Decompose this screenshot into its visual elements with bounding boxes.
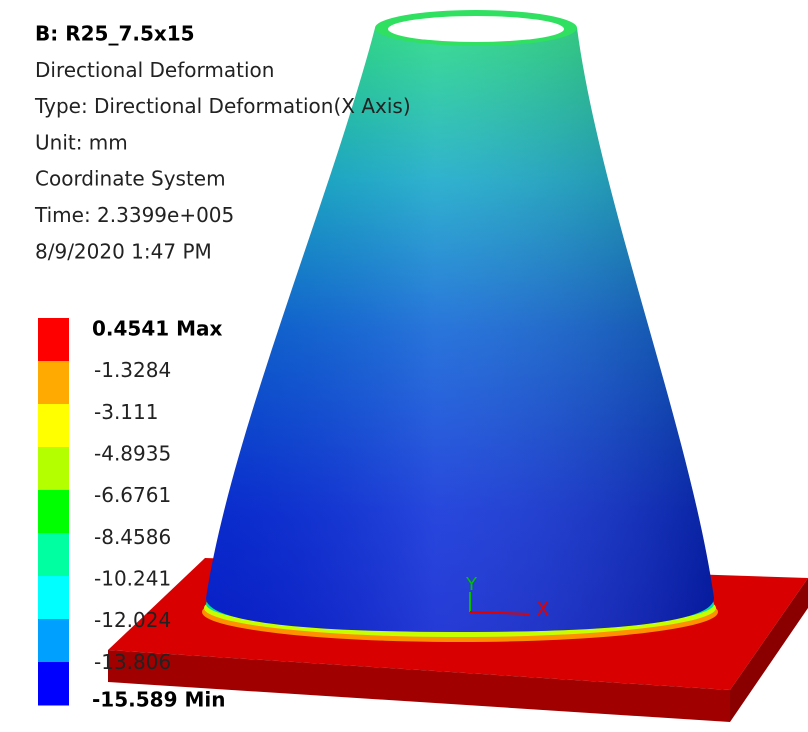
legend-swatch — [38, 318, 69, 362]
triad-y-label: Y — [465, 574, 478, 595]
legend-swatch — [38, 619, 69, 663]
legend-swatch — [38, 662, 69, 706]
cone-shading — [206, 28, 714, 632]
legend-label: -8.4586 — [94, 525, 171, 549]
legend-label: -13.806 — [94, 650, 171, 674]
viewport: Y X B: R25_7.5x15 Directional Deformation… — [0, 0, 808, 732]
result-info: Coordinate System — [35, 167, 226, 191]
cone-opening — [388, 16, 564, 42]
legend-label: -3.111 — [94, 400, 158, 424]
legend-swatch — [38, 533, 69, 577]
legend-label: -6.6761 — [94, 483, 171, 507]
page: {"header": {"lines": ["B: R25_7.5x15", "… — [0, 0, 808, 732]
legend-swatch — [38, 361, 69, 405]
legend-label: -15.589 Min — [92, 688, 225, 712]
triad-x-label: X — [536, 597, 550, 621]
legend-swatch — [38, 576, 69, 620]
legend-label: -10.241 — [94, 567, 171, 591]
legend-swatch — [38, 404, 69, 448]
legend-swatch — [38, 447, 69, 491]
legend-label: -12.024 — [94, 608, 171, 632]
result-info: Type: Directional Deformation(X Axis) — [34, 94, 411, 118]
legend-label: 0.4541 Max — [92, 317, 223, 341]
result-info: Unit: mm — [35, 130, 128, 154]
legend-label: -1.3284 — [94, 358, 171, 382]
legend-label: -4.8935 — [94, 442, 171, 466]
result-info: Directional Deformation — [35, 58, 274, 82]
result-info: 8/9/2020 1:47 PM — [35, 239, 212, 263]
result-title: B: R25_7.5x15 — [35, 22, 195, 46]
legend-swatch — [38, 490, 69, 534]
result-info: Time: 2.3399e+005 — [34, 203, 234, 227]
